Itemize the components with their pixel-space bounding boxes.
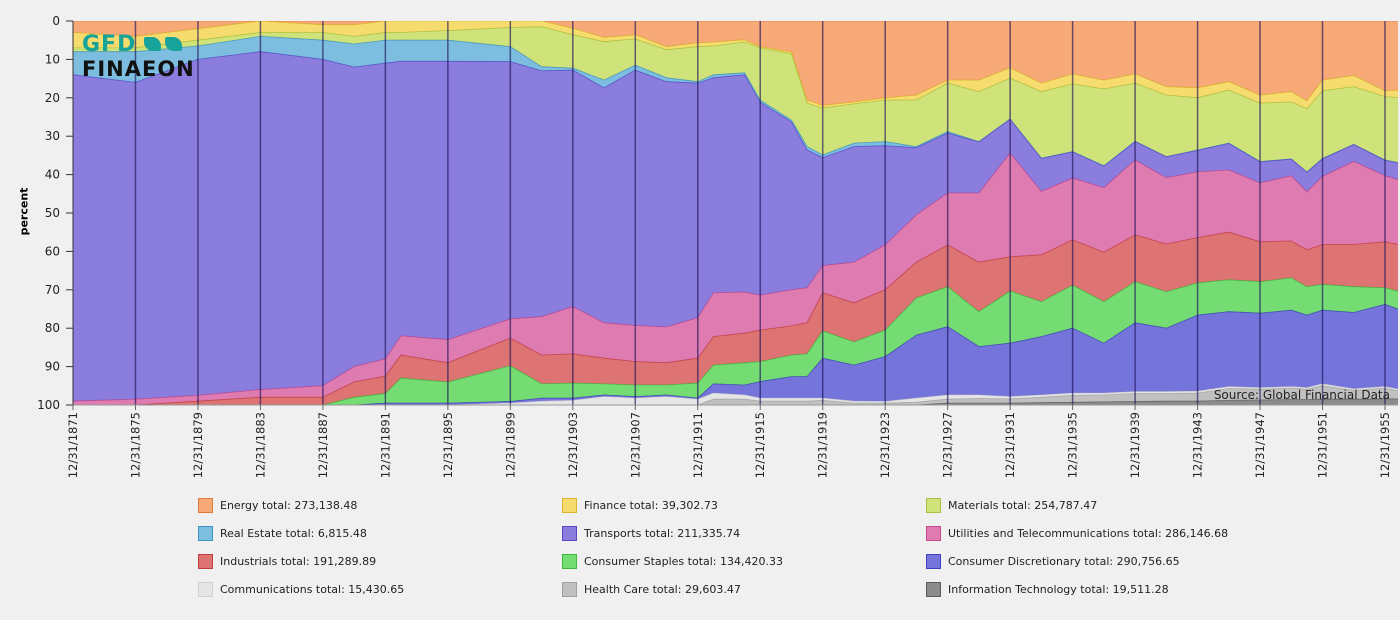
x-tick-label: 12/31/1931 — [1003, 412, 1017, 478]
legend-label: Real Estate total: 6,815.48 — [220, 527, 367, 540]
x-tick-label: 12/31/1919 — [816, 412, 830, 478]
legend-label: Health Care total: 29,603.47 — [584, 583, 741, 596]
logo-leaf-icon — [144, 37, 161, 51]
y-tick-label: 60 — [45, 244, 60, 258]
area-communications — [73, 383, 1398, 405]
legend-label: Consumer Staples total: 134,420.33 — [584, 555, 783, 568]
logo-gfd-text: GFD — [82, 32, 137, 57]
y-tick-label: 90 — [45, 360, 60, 374]
legend-label: Materials total: 254,787.47 — [948, 499, 1098, 512]
legend-swatch — [562, 526, 577, 541]
area-information-technology — [73, 398, 1398, 405]
y-tick-label: 10 — [45, 52, 60, 66]
area-health-care — [73, 385, 1398, 405]
legend-item-health-care[interactable]: Health Care total: 29,603.47 — [562, 582, 741, 597]
x-tick-label: 12/31/1887 — [316, 412, 330, 478]
legend-item-finance[interactable]: Finance total: 39,302.73 — [562, 498, 718, 513]
legend-swatch — [198, 498, 213, 513]
y-tick-label: 40 — [45, 168, 60, 182]
legend-item-materials[interactable]: Materials total: 254,787.47 — [926, 498, 1097, 513]
x-tick-label: 12/31/1947 — [1253, 412, 1267, 478]
x-tick-label: 12/31/1871 — [66, 412, 80, 478]
legend-swatch — [198, 526, 213, 541]
legend-label: Consumer Discretionary total: 290,756.65 — [948, 555, 1180, 568]
series-areas — [73, 21, 1398, 405]
x-tick-label: 12/31/1875 — [128, 412, 142, 478]
legend-item-transports[interactable]: Transports total: 211,335.74 — [562, 526, 740, 541]
y-tick-label: 80 — [45, 321, 60, 335]
y-tick-label: 0 — [52, 14, 60, 28]
legend-swatch — [926, 498, 941, 513]
x-tick-label: 12/31/1891 — [378, 412, 392, 478]
legend-swatch — [198, 554, 213, 569]
y-tick-label: 50 — [45, 206, 60, 220]
legend-item-energy[interactable]: Energy total: 273,138.48 — [198, 498, 357, 513]
legend-label: Transports total: 211,335.74 — [584, 527, 741, 540]
x-tick-label: 12/31/1883 — [253, 412, 267, 478]
legend-item-real-estate[interactable]: Real Estate total: 6,815.48 — [198, 526, 367, 541]
source-label: Source: Global Financial Data — [1213, 388, 1390, 402]
x-tick-label: 12/31/1955 — [1378, 412, 1392, 478]
y-tick-label: 30 — [45, 129, 60, 143]
year-gridlines — [134, 21, 1386, 405]
x-tick-label: 12/31/1907 — [628, 412, 642, 478]
x-tick-label: 12/31/1923 — [878, 412, 892, 478]
legend-label: Utilities and Telecommunications total: … — [948, 527, 1229, 540]
y-tick-label: 20 — [45, 91, 60, 105]
x-tick-label: 12/31/1915 — [753, 412, 767, 478]
axes: 0 10 20 30 40 50 60 70 80 90 100 12/31/1871 12/31/18… — [37, 14, 1398, 478]
legend-item-consumer-staples[interactable]: Consumer Staples total: 134,420.33 — [562, 554, 783, 569]
x-tick-label: 12/31/1939 — [1128, 412, 1142, 478]
legend-item-consumer-discretionary[interactable]: Consumer Discretionary total: 290,756.65 — [926, 554, 1180, 569]
legend-item-utilities-and-telecommunications[interactable]: Utilities and Telecommunications total: … — [926, 526, 1228, 541]
legend-swatch — [198, 582, 213, 597]
legend-label: Finance total: 39,302.73 — [584, 499, 718, 512]
x-tick-label: 12/31/1911 — [691, 412, 705, 478]
x-tick-label: 12/31/1895 — [441, 412, 455, 478]
legend-label: Energy total: 273,138.48 — [220, 499, 358, 512]
legend-item-communications[interactable]: Communications total: 15,430.65 — [198, 582, 404, 597]
legend-swatch — [562, 582, 577, 597]
gfd-finaeon-logo: GFD FINAEON — [82, 34, 242, 84]
x-tick-label: 12/31/1951 — [1316, 412, 1330, 478]
y-tick-label: 100 — [37, 398, 60, 412]
y-axis-label: percent — [17, 187, 31, 236]
legend-label: Industrials total: 191,289.89 — [220, 555, 377, 568]
x-tick-label: 12/31/1899 — [503, 412, 517, 478]
logo-finaeon-text: FINAEON — [82, 57, 195, 81]
x-tick-label: 12/31/1903 — [566, 412, 580, 478]
legend-label: Information Technology total: 19,511.28 — [948, 583, 1169, 596]
legend-swatch — [926, 526, 941, 541]
x-tick-label: 12/31/1927 — [941, 412, 955, 478]
legend-item-industrials[interactable]: Industrials total: 191,289.89 — [198, 554, 376, 569]
legend-swatch — [926, 582, 941, 597]
legend-swatch — [926, 554, 941, 569]
y-tick-label: 70 — [45, 283, 60, 297]
legend-item-information-technology[interactable]: Information Technology total: 19,511.28 — [926, 582, 1169, 597]
x-tick-label: 12/31/1935 — [1066, 412, 1080, 478]
x-tick-label: 12/31/1879 — [191, 412, 205, 478]
legend-swatch — [562, 554, 577, 569]
x-tick-label: 12/31/1943 — [1191, 412, 1205, 478]
logo-leaf-icon — [165, 37, 182, 51]
legend-swatch — [562, 498, 577, 513]
legend-label: Communications total: 15,430.65 — [220, 583, 405, 596]
